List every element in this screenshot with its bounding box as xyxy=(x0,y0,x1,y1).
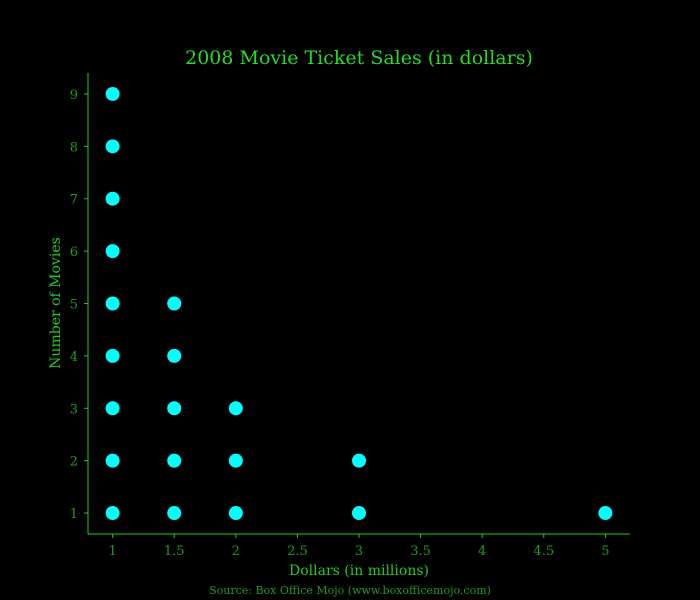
data-point xyxy=(228,401,243,416)
data-point xyxy=(167,348,182,363)
plot-area: 1 1.5 2 2.5 3 3.5 4 4.5 5 1 2 3 4 5 6 7 8 9 xyxy=(70,73,630,559)
x-tick-label: 4 xyxy=(478,544,486,559)
x-tick-label: 1 xyxy=(108,544,116,559)
data-point xyxy=(352,506,366,521)
data-point xyxy=(105,401,120,416)
data-point xyxy=(167,296,182,311)
y-tick-label: 8 xyxy=(70,140,78,155)
x-tick-label: 5 xyxy=(601,544,609,559)
y-tick-label: 3 xyxy=(70,402,78,417)
source-note: Source: Box Office Mojo (www.boxofficemo… xyxy=(209,584,491,597)
data-point xyxy=(598,506,613,521)
data-point xyxy=(167,506,182,521)
y-axis-label: Number of Movies xyxy=(48,237,64,369)
y-tick-label: 5 xyxy=(70,298,78,313)
y-tick-label: 9 xyxy=(70,88,78,103)
data-point xyxy=(105,244,120,259)
x-tick-label: 3 xyxy=(355,544,363,559)
data-point xyxy=(105,191,120,206)
data-point xyxy=(105,506,120,521)
y-tick-label: 1 xyxy=(70,507,78,522)
x-tick-label: 4.5 xyxy=(533,544,554,559)
y-tick-label: 4 xyxy=(70,350,78,365)
data-point xyxy=(352,453,366,468)
y-tick-label: 6 xyxy=(70,245,78,260)
x-tick-label: 3.5 xyxy=(410,544,431,559)
y-tick-label: 2 xyxy=(70,455,78,470)
x-tick-label: 1.5 xyxy=(164,544,185,559)
data-point xyxy=(105,453,120,468)
x-axis-label: Dollars (in millions) xyxy=(289,563,429,579)
data-point xyxy=(105,296,120,311)
data-point xyxy=(167,453,182,468)
data-point xyxy=(105,348,120,363)
chart-title: 2008 Movie Ticket Sales (in dollars) xyxy=(185,47,533,69)
data-point xyxy=(105,139,120,154)
data-point xyxy=(228,506,243,521)
x-tick-label: 2 xyxy=(232,544,240,559)
x-tick-label: 2.5 xyxy=(287,544,308,559)
data-point xyxy=(228,453,243,468)
data-point xyxy=(167,401,182,416)
data-point xyxy=(105,86,120,101)
y-tick-label: 7 xyxy=(70,193,78,208)
